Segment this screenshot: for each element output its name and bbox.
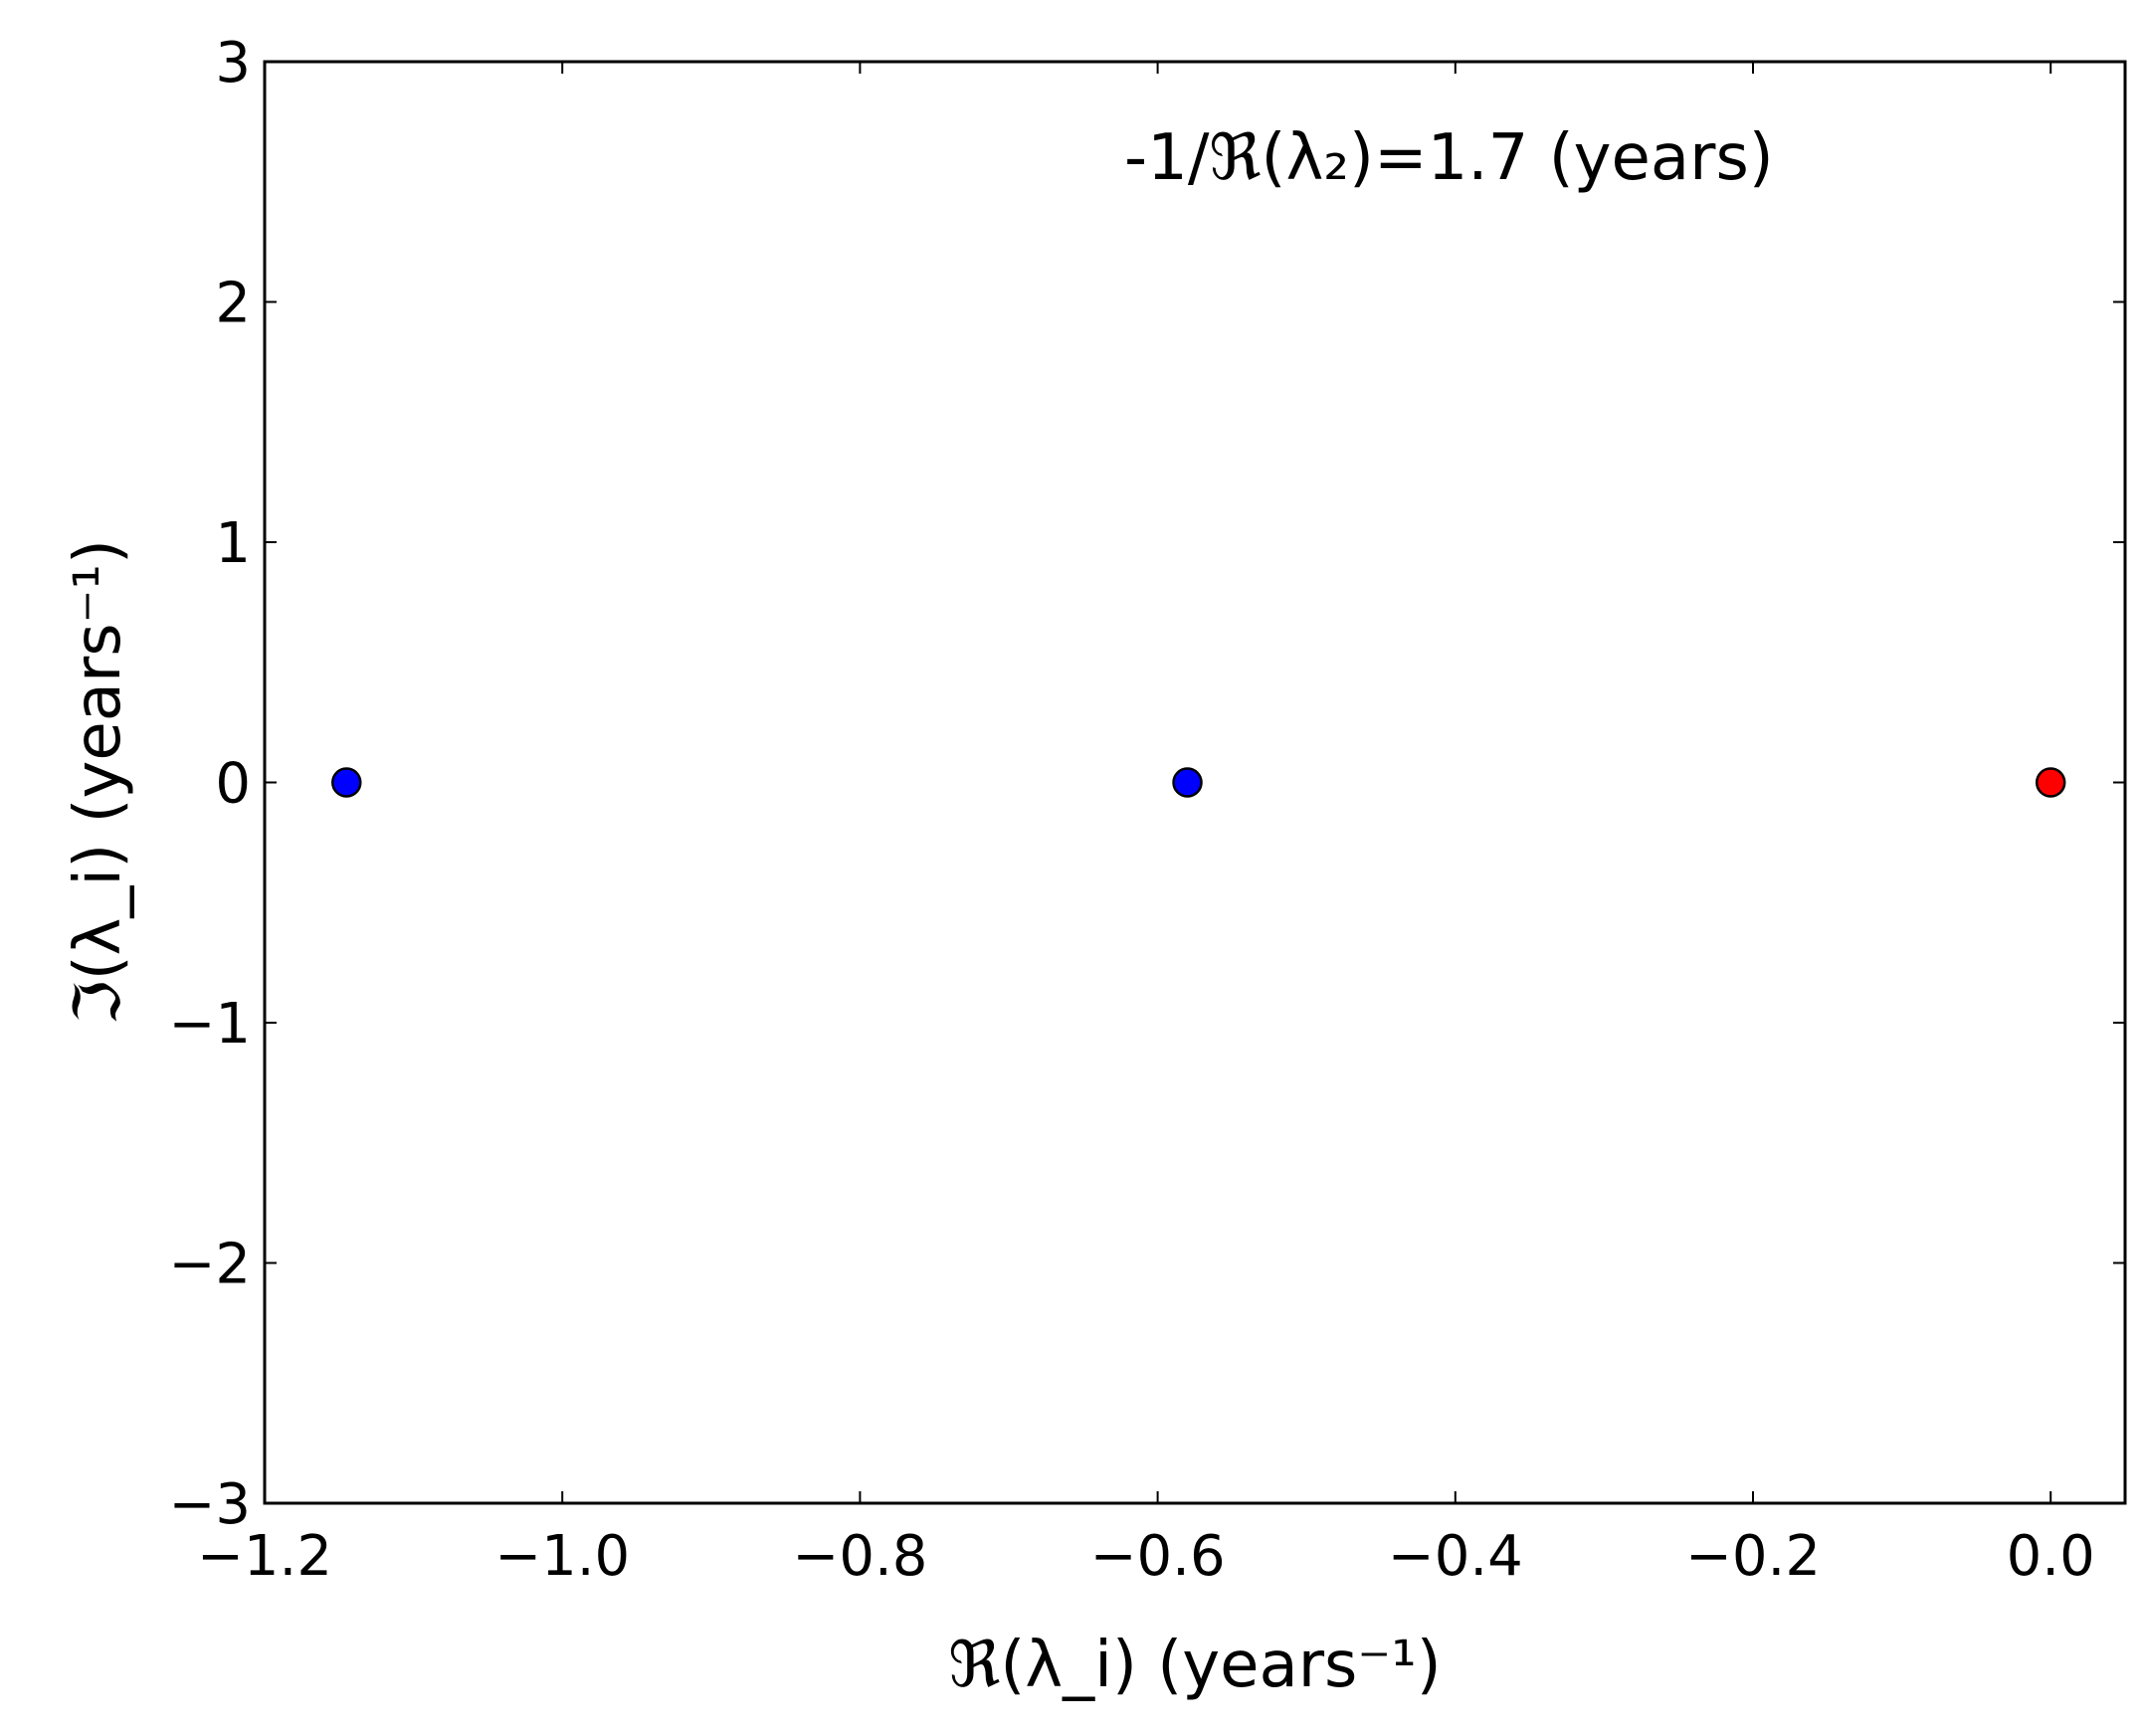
data-point xyxy=(331,767,362,798)
y-tick-label: −2 xyxy=(168,1233,251,1297)
x-tick-label: −0.6 xyxy=(1090,1524,1226,1589)
annotation: -1/ℜ(λ₂)=1.7 (years) xyxy=(1124,121,1774,195)
data-point xyxy=(2035,767,2066,798)
x-tick-label: −1.0 xyxy=(494,1524,630,1589)
y-tick-label: 1 xyxy=(215,511,251,576)
x-axis-label: ℜ(λ_i) (years⁻¹) xyxy=(948,1629,1442,1702)
x-tick-label: −1.2 xyxy=(197,1524,332,1589)
data-point xyxy=(1172,767,1203,798)
y-tick-label: 3 xyxy=(215,31,251,96)
x-tick-label: −0.4 xyxy=(1388,1524,1523,1589)
y-tick-label: −1 xyxy=(168,992,251,1057)
y-tick-label: −3 xyxy=(168,1472,251,1537)
x-tick-label: −0.2 xyxy=(1685,1524,1821,1589)
x-tick-label: −0.8 xyxy=(792,1524,927,1589)
y-tick-label: 0 xyxy=(215,752,251,817)
y-tick-label: 2 xyxy=(215,272,251,336)
x-tick-label: 0.0 xyxy=(2007,1524,2095,1589)
y-axis-label: ℑ(λ_i) (years⁻¹) xyxy=(62,539,135,1025)
